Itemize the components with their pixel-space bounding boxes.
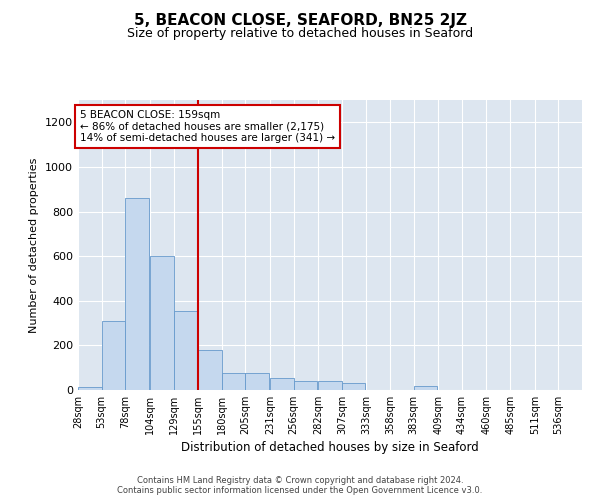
Bar bbox=[245, 374, 269, 390]
Text: 5 BEACON CLOSE: 159sqm
← 86% of detached houses are smaller (2,175)
14% of semi-: 5 BEACON CLOSE: 159sqm ← 86% of detached… bbox=[80, 110, 335, 143]
Text: Contains HM Land Registry data © Crown copyright and database right 2024.
Contai: Contains HM Land Registry data © Crown c… bbox=[118, 476, 482, 495]
Bar bbox=[413, 386, 437, 390]
Text: 5, BEACON CLOSE, SEAFORD, BN25 2JZ: 5, BEACON CLOSE, SEAFORD, BN25 2JZ bbox=[133, 12, 467, 28]
Text: Size of property relative to detached houses in Seaford: Size of property relative to detached ho… bbox=[127, 28, 473, 40]
Bar bbox=[293, 381, 317, 390]
Bar bbox=[342, 384, 365, 390]
X-axis label: Distribution of detached houses by size in Seaford: Distribution of detached houses by size … bbox=[181, 441, 479, 454]
Bar bbox=[150, 256, 173, 390]
Bar bbox=[198, 350, 222, 390]
Bar bbox=[78, 386, 101, 390]
Bar bbox=[101, 321, 125, 390]
Bar bbox=[318, 381, 342, 390]
Bar bbox=[173, 311, 197, 390]
Bar bbox=[222, 374, 245, 390]
Bar bbox=[125, 198, 149, 390]
Bar bbox=[270, 378, 293, 390]
Y-axis label: Number of detached properties: Number of detached properties bbox=[29, 158, 40, 332]
